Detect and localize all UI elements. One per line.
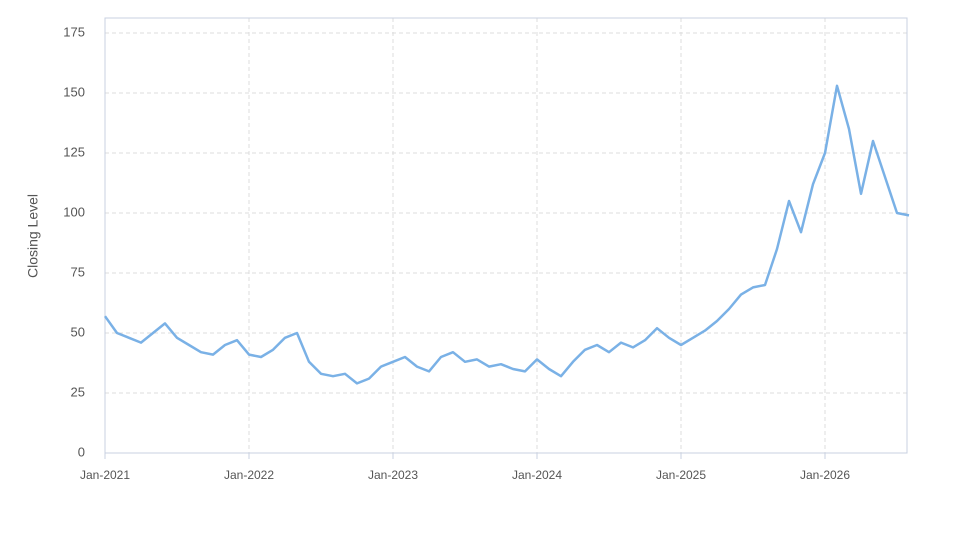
line-series [103,84,910,385]
y-tick-label: 150 [63,84,85,99]
y-tick-label: 25 [71,384,85,399]
y-axis-label: Closing Level [25,194,41,278]
x-tick-label: Jan-2025 [656,468,706,482]
x-tick-label: Jan-2026 [800,468,850,482]
plot-frame [104,17,908,454]
x-tick-label: Jan-2021 [80,468,130,482]
y-tick-label: 0 [78,444,85,459]
y-tick-label: 100 [63,204,85,219]
x-tick-label: Jan-2022 [224,468,274,482]
y-tick-label: 125 [63,144,85,159]
x-tick-label: Jan-2024 [512,468,562,482]
y-tick-label: 75 [71,264,85,279]
y-tick-label: 50 [71,324,85,339]
y-tick-label: 175 [63,24,85,39]
x-tick-label: Jan-2023 [368,468,418,482]
